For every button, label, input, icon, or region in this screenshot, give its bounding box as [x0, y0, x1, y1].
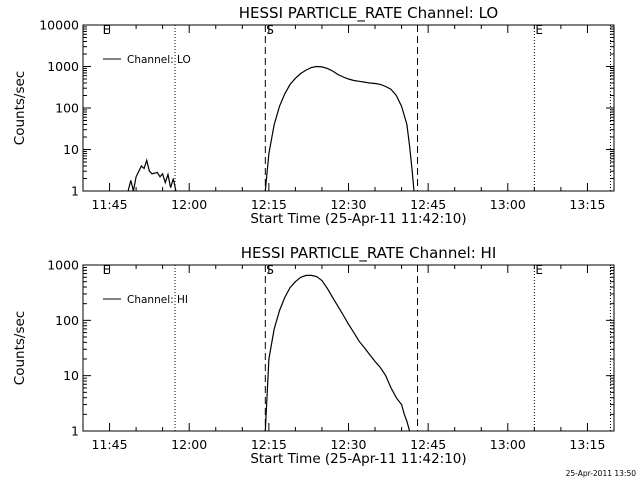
y-tick-label-10: 10 — [63, 368, 79, 383]
time-marker-label-e: E — [103, 23, 111, 37]
x-tick-label-12-15: 12:15 — [251, 437, 287, 452]
x-tick-label-11-45: 11:45 — [92, 437, 128, 452]
series-line-channel-lo-1 — [264, 65, 415, 192]
y-tick-label-1: 1 — [71, 424, 79, 439]
chart-panel-hi: HESSI PARTICLE_RATE Channel: HI 11:45 12:0… — [12, 244, 615, 467]
y-tick-label-100: 100 — [55, 313, 79, 328]
x-tick-label-12-00: 12:00 — [171, 437, 207, 452]
x-tick-label-12-00: 12:00 — [171, 197, 207, 212]
x-tick-label-13-00: 13:00 — [490, 437, 526, 452]
x-tick-label-12-45: 12:45 — [410, 197, 446, 212]
time-marker-label-s: S — [266, 23, 274, 37]
legend-label: Channel: LO — [127, 54, 191, 66]
y-tick-label-100: 100 — [55, 101, 79, 116]
x-tick-label-12-30: 12:30 — [330, 437, 366, 452]
y-axis-title: Counts/sec — [12, 71, 28, 145]
series-line-channel-hi-0 — [264, 274, 411, 432]
y-axis-title: Counts/sec — [12, 311, 28, 385]
time-marker-label-e: E — [103, 263, 111, 277]
x-axis-title: Start Time (25-Apr-11 11:42:10) — [250, 451, 466, 467]
y-tick-label-1000: 1000 — [47, 59, 79, 74]
chart-title: HESSI PARTICLE_RATE Channel: HI — [241, 244, 497, 263]
x-axis-title: Start Time (25-Apr-11 11:42:10) — [250, 211, 466, 227]
y-tick-label-1: 1 — [71, 184, 79, 199]
x-tick-label-13-00: 13:00 — [490, 197, 526, 212]
x-tick-label-11-45: 11:45 — [92, 197, 128, 212]
time-marker-label-e: E — [535, 23, 543, 37]
y-tick-label-1000: 1000 — [47, 258, 79, 273]
x-tick-label-12-45: 12:45 — [410, 437, 446, 452]
y-tick-label-10: 10 — [63, 142, 79, 157]
y-tick-label-10000: 10000 — [39, 18, 79, 33]
time-marker-label-e: E — [535, 263, 543, 277]
time-marker-label-s: S — [266, 263, 274, 277]
x-tick-label-12-30: 12:30 — [330, 197, 366, 212]
x-tick-label-13-15: 13:15 — [569, 437, 605, 452]
chart-panel-lo: HESSI PARTICLE_RATE Channel: LO 11:45 12:0… — [12, 4, 615, 227]
series-line-channel-lo-0 — [127, 158, 177, 192]
x-tick-label-12-15: 12:15 — [251, 197, 287, 212]
x-tick-label-13-15: 13:15 — [569, 197, 605, 212]
legend-label: Channel: HI — [127, 294, 188, 306]
chart-title: HESSI PARTICLE_RATE Channel: LO — [239, 4, 498, 23]
timestamp-stamp: 25-Apr-2011 13:50 — [566, 469, 637, 478]
